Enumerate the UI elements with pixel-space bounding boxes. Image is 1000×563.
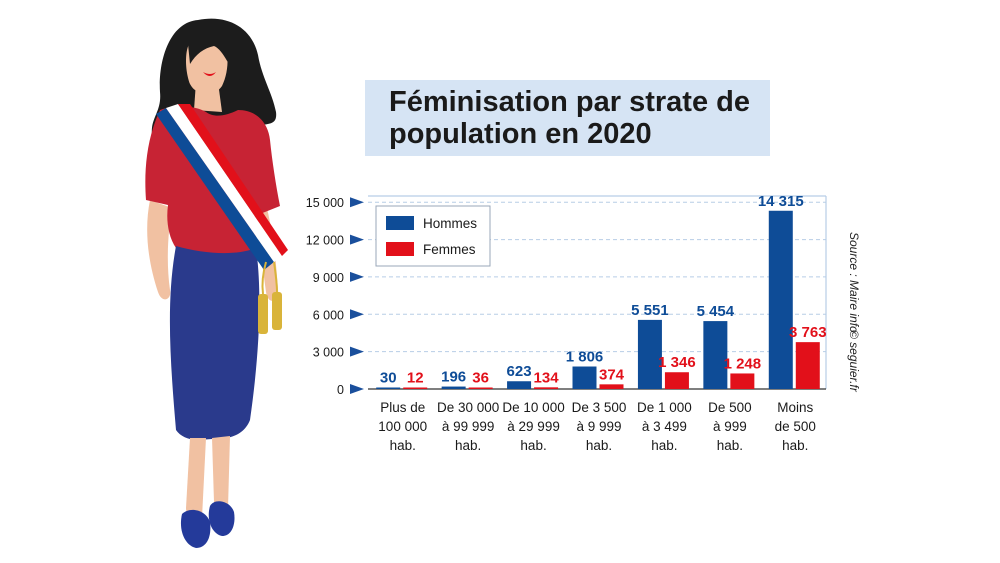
y-tick-label: 9 000 [313,271,344,285]
x-tick-label: De 30 000 [437,400,499,415]
source-note: Source : Maire info [847,232,861,333]
y-tick-arrow [350,197,364,208]
legend-swatch-hommes [386,216,414,230]
x-tick-label: De 1 000 [637,400,692,415]
x-tick-label: De 500 [708,400,752,415]
x-tick-label: De 3 500 [572,400,627,415]
chart-title: Féminisation par strate de population en… [389,86,750,150]
bar-hommes [507,381,532,389]
legend-label: Hommes [423,216,477,231]
x-tick-label: Plus de [380,400,425,415]
x-tick-label: de 500 [775,419,816,434]
x-tick-label: hab. [455,438,481,453]
bar-value-label: 5 454 [697,303,735,320]
bar-femmes [795,342,820,389]
x-tick-label: Moins [777,400,813,415]
x-tick-label: hab. [586,438,612,453]
x-tick-label: hab. [651,438,677,453]
legend-swatch-femmes [386,242,414,256]
bar-femmes [599,384,624,389]
title-box: Féminisation par strate de population en… [365,80,770,156]
sash-white [166,104,282,262]
y-tick-arrow [350,234,364,245]
y-tick-label: 15 000 [306,196,344,210]
bar-value-label: 196 [441,369,466,386]
bar-femmes [468,387,493,389]
tassel-cords [261,261,278,295]
y-tick-arrow [350,271,364,282]
skirt [169,246,260,440]
bar-value-label: 134 [534,369,560,386]
y-tick-arrow [350,384,364,394]
legend-label: Femmes [423,242,476,257]
bar-hommes [376,387,401,389]
x-axis-labels: Plus de 100 000 hab. De 30 000 à 99 999 hab. D… [378,400,816,453]
bar-value-label: 623 [507,363,532,380]
x-tick-label: 100 000 [378,419,427,434]
y-tick-label: 12 000 [306,234,344,248]
mayor-illustration [145,18,288,548]
bar-value-label: 1 806 [566,349,604,366]
bar-value-label: 1 248 [724,355,762,372]
y-axis: 0 3 000 6 000 9 000 12 000 15 000 [306,196,364,397]
bar-femmes [403,387,428,389]
sash-red [178,104,288,256]
left-shoe [180,509,211,548]
bar-value-label: 3 763 [789,324,827,341]
x-tick-label: hab. [717,438,743,453]
x-tick-label: à 3 499 [642,419,687,434]
tassel-left [258,294,268,334]
right-shoe [208,501,235,536]
bar-hommes [441,386,466,389]
sash-blue [156,108,274,270]
bar-value-label: 5 551 [631,302,669,319]
bar-femmes [730,373,755,389]
y-tick-arrow [350,346,364,357]
x-tick-label: à 9 999 [576,419,621,434]
x-tick-label: à 99 999 [442,419,495,434]
x-tick-label: à 999 [713,419,747,434]
y-tick-label: 6 000 [313,308,344,322]
hair-front [188,25,240,81]
bars [376,210,820,389]
bar-femmes [534,387,559,389]
left-leg [186,438,206,520]
x-tick-label: à 29 999 [507,419,560,434]
bar-value-label: 30 [380,370,397,387]
bar-value-label: 374 [599,366,625,383]
y-tick-label: 3 000 [313,346,344,360]
x-tick-label: hab. [390,438,416,453]
right-leg [212,436,230,512]
bar-value-label: 1 346 [658,354,696,371]
legend-box [375,205,491,267]
x-tick-label: hab. [520,438,546,453]
bar-hommes [637,319,662,389]
bar-hommes [703,321,728,389]
credit-note: © seguier.fr [847,330,861,393]
legend: Hommes Femmes [375,205,491,267]
bar-hommes [572,366,597,389]
lips [203,72,216,76]
bar-hommes [768,210,793,389]
y-tick-label: 0 [337,383,344,397]
left-arm [147,200,172,300]
x-tick-label: hab. [782,438,808,453]
bar-value-label: 14 315 [758,193,804,210]
tassel-right [272,292,282,330]
bar-value-label: 36 [472,370,489,387]
bar-value-label: 12 [407,370,424,387]
x-tick-label: De 10 000 [502,400,564,415]
y-tick-arrow [350,309,364,320]
bar-femmes [664,372,689,389]
